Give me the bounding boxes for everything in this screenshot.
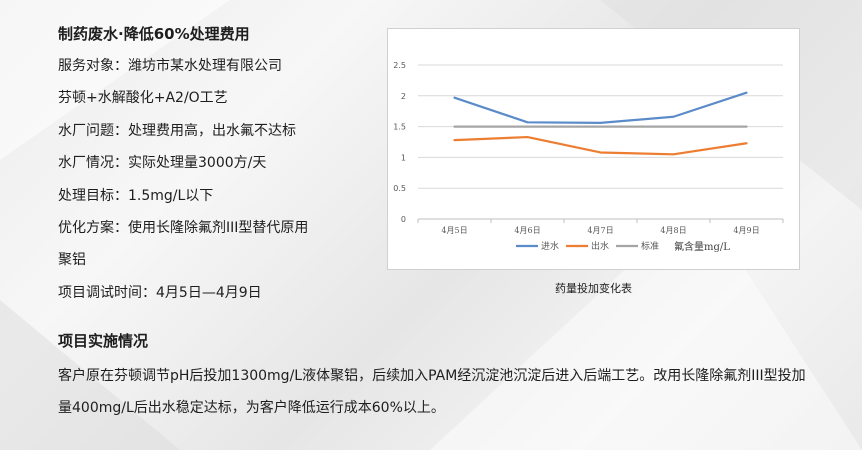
target-line: 处理目标：1.5mg/L以下 [58,187,214,204]
legend-note: 氟含量mg/L [674,240,730,253]
case-title: 制药废水·降低60%处理费用 [58,25,250,43]
series-line-1 [453,135,748,156]
x-tick-label: 4月8日 [660,226,686,235]
x-tick-label: 4月5日 [441,226,467,235]
y-tick-label: 0.5 [393,184,406,193]
solution-line: 优化方案：使用长隆除氟剂III型替代原用 [58,219,309,236]
y-tick-label: 2.5 [393,61,406,70]
x-tick-label: 4月9日 [733,226,759,235]
legend-label: 出水 [591,240,609,252]
problem-line: 水厂问题：处理费用高，出水氟不达标 [58,122,296,139]
implementation-body: 客户原在芬顿调节pH后投加1300mg/L液体聚铝，后续加入PAM经沉淀池沉淀后… [58,368,806,416]
implementation-title: 项目实施情况 [58,332,149,350]
service-target-line: 服务对象：潍坊市某水处理有限公司 [58,58,282,74]
situation-line: 水厂情况：实际处理量3000方/天 [58,155,267,172]
y-tick-label: 0 [401,215,406,224]
series-line-0 [453,91,748,125]
y-tick-label: 2 [401,92,406,101]
debug-period-line: 项目调试时间：4月5日—4月9日 [58,284,262,301]
x-tick-label: 4月7日 [587,226,613,235]
process-line: 芬顿+水解酸化+A2/O工艺 [58,90,228,107]
legend-label: 标准 [641,240,659,252]
chart-caption: 药量投加变化表 [555,282,632,295]
case-info: 制药废水·降低60%处理费用 服务对象：潍坊市某水处理有限公司 芬顿+水解酸化+… [58,18,388,309]
solution-line-continued: 聚铝 [58,252,86,269]
x-tick-label: 4月6日 [514,226,540,235]
y-tick-label: 1.5 [393,123,406,132]
legend-label: 进水 [541,240,559,252]
y-tick-label: 1 [401,153,406,162]
dosage-chart: 0 0.5 1 1.5 2 2.5 4月5日 4月6日 4月7日 4月8日 4月9日进水 出水 标准 氟含… [387,28,800,270]
